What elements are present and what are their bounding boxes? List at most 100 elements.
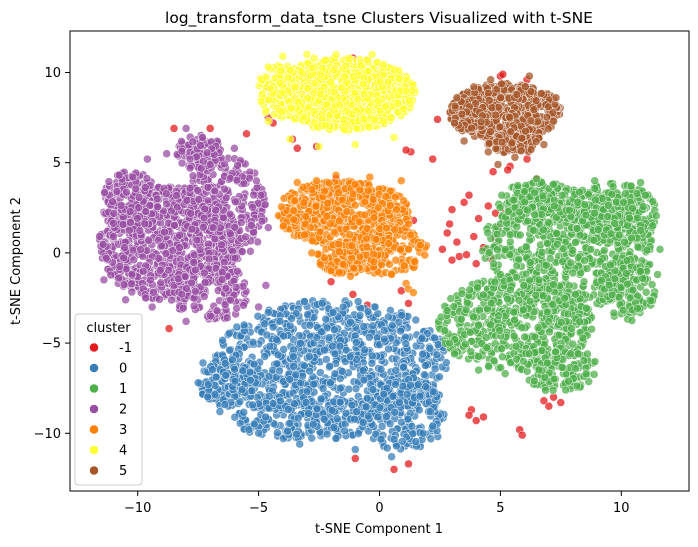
point [497,344,506,354]
point [260,352,269,361]
point [391,380,400,389]
point [181,124,191,133]
point [133,214,142,223]
point [246,247,255,256]
point [614,292,624,302]
point [567,324,576,333]
point [291,370,300,380]
point [428,421,438,431]
point [353,297,363,306]
point [335,341,345,351]
point [307,433,316,443]
point [384,312,393,322]
point [106,270,116,280]
point [442,228,452,238]
point [461,339,470,349]
point [544,218,553,227]
point [185,183,195,193]
point [580,256,589,265]
point [230,144,239,153]
point [181,317,191,326]
point [127,269,137,279]
chart-title: log_transform_data_tsne Clusters Visuali… [165,9,593,28]
point [495,203,505,212]
point [479,290,488,300]
point [141,207,151,216]
point [109,232,118,241]
point [591,195,600,205]
point [292,429,301,439]
point [365,333,374,342]
point [203,183,213,192]
point [590,208,599,218]
point [503,165,512,175]
point [289,362,298,371]
point [532,174,541,184]
point [194,195,204,204]
point [537,248,547,257]
point [517,323,527,332]
point [254,428,263,438]
point [308,419,318,429]
point [509,195,519,205]
point [330,369,340,378]
point [199,222,208,232]
point [268,399,278,408]
point [497,191,507,200]
point [445,338,454,348]
point [607,190,617,199]
point [153,202,162,212]
point [636,178,645,187]
point [305,321,315,330]
point [582,264,592,273]
point [361,402,371,412]
point [301,398,311,407]
point [276,396,285,406]
point [512,272,521,282]
point [641,288,651,297]
point [225,346,234,355]
point [623,221,632,230]
point [625,213,634,223]
point [248,337,258,347]
point [351,454,360,463]
point [420,370,429,379]
point [583,349,592,359]
point [345,352,355,362]
point [539,396,549,406]
point [401,339,411,348]
point [188,137,198,147]
point [118,220,128,229]
point [285,418,295,428]
point [246,376,255,385]
point [112,187,122,196]
point [469,232,479,241]
series-0 [193,296,451,461]
point [538,191,548,201]
point [523,205,532,215]
point [430,333,439,343]
point [465,328,475,337]
point [442,306,452,315]
point [428,154,437,164]
point [134,193,144,202]
point [516,230,525,240]
point [352,407,361,416]
point [138,267,148,276]
point [141,183,150,192]
point [413,380,423,389]
point [347,400,357,410]
point [426,407,435,416]
point [239,301,248,310]
point [382,412,391,421]
point [309,379,318,389]
point [253,312,263,321]
point [638,202,648,211]
point [628,204,637,213]
point [541,386,550,395]
point [549,374,559,384]
point [136,245,145,254]
point [293,413,303,423]
point [380,326,389,335]
point [469,312,478,322]
